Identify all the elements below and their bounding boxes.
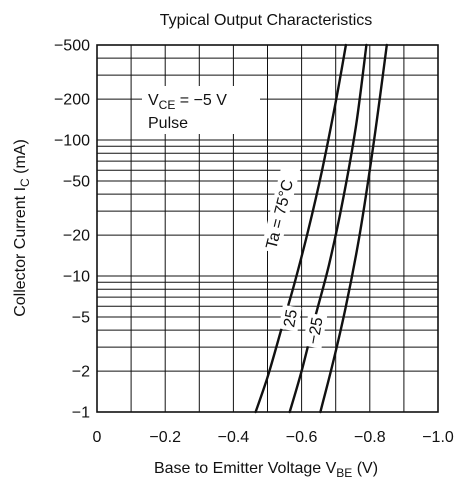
curve-label-group: −25: [302, 312, 328, 349]
curve-label-background: [302, 312, 328, 349]
y-tick-label: −1: [72, 405, 90, 422]
curve-label: Ta = 75°C: [263, 178, 297, 251]
y-tick-label: −500: [54, 38, 90, 55]
y-tick-label: −20: [63, 228, 90, 245]
y-tick-label: −50: [63, 173, 90, 190]
curve-label-group: 25: [278, 304, 302, 332]
x-tick-label: 0: [93, 429, 102, 446]
x-axis-label: Base to Emitter Voltage VBE (V): [154, 460, 378, 480]
y-axis-label: Collector Current IC (mA): [12, 139, 32, 317]
series-line: [288, 43, 368, 414]
condition-box-background: [142, 86, 260, 134]
condition-box: VCE = −5 V Pulse: [142, 86, 260, 134]
chart-title: Typical Output Characteristics: [160, 12, 373, 29]
y-tick-label: −200: [54, 92, 90, 109]
y-tick-label: −2: [72, 364, 90, 381]
x-tick-label: −0.4: [218, 429, 250, 446]
curve-label-group: Ta = 75°C: [260, 164, 301, 254]
y-tick-label: −100: [54, 133, 90, 150]
x-tick-label: −0.8: [354, 429, 386, 446]
curve-label-background: [260, 164, 301, 254]
x-tick-labels: 0 −0.2 −0.4 −0.6 −0.8 −1.0: [93, 429, 454, 446]
x-tick-label: −0.6: [286, 429, 318, 446]
y-tick-labels: −1 −2 −5 −10 −20 −50 −100 −200 −500: [54, 38, 90, 422]
curve-label: −25: [305, 316, 326, 346]
x-tick-label: −1.0: [422, 429, 454, 446]
condition-pulse: Pulse: [148, 115, 188, 132]
x-tick-label: −0.2: [149, 429, 181, 446]
series-line: [319, 43, 388, 414]
series-line: [254, 43, 348, 414]
plot-frame: [96, 44, 439, 413]
curve-label-background: [278, 304, 302, 332]
condition-vce: VCE = −5 V: [148, 92, 227, 112]
y-tick-label: −5: [72, 309, 90, 326]
curves: [254, 43, 388, 414]
curve-label: 25: [281, 308, 301, 329]
y-tick-label: −10: [63, 269, 90, 286]
